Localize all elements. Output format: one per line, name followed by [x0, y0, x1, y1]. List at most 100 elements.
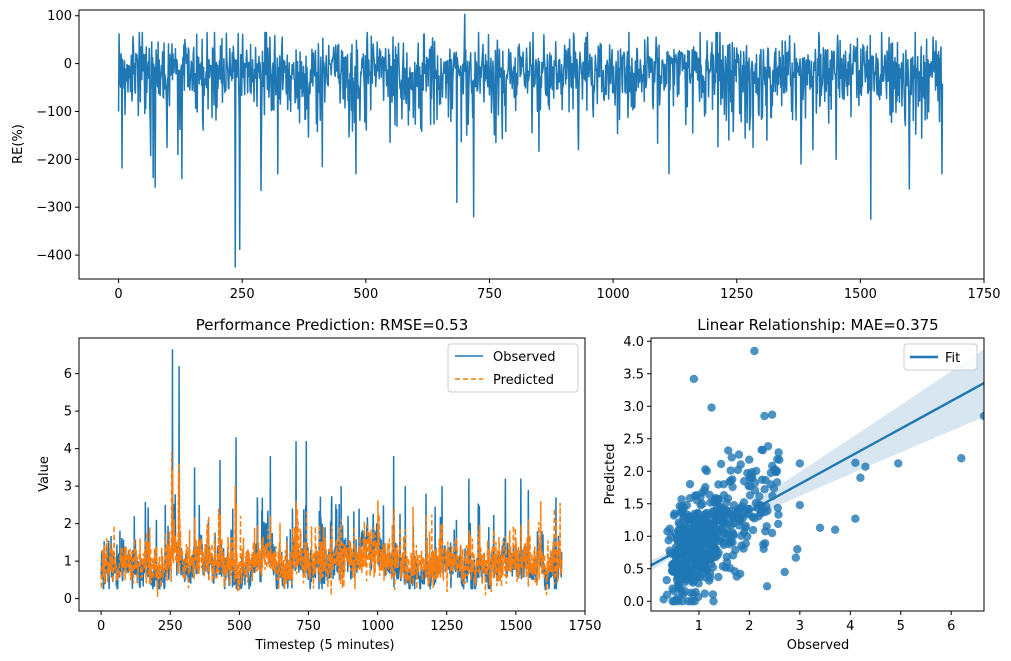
scatter-point — [689, 528, 698, 538]
scatter-point — [894, 459, 903, 468]
scatter-point — [700, 560, 709, 569]
scatter-point — [795, 459, 805, 468]
scatter-point — [681, 575, 690, 584]
top-y-tick-label: −100 — [36, 105, 72, 120]
series-line-predicted — [100, 452, 563, 597]
scatter-point — [774, 510, 783, 519]
prediction-x-tick-label: 1750 — [568, 619, 601, 634]
prediction-y-tick-label: 3 — [64, 480, 72, 495]
scatter-y-tick-label: 3.5 — [623, 367, 644, 382]
scatter-point — [676, 508, 685, 517]
prediction-x-tick-label: 1500 — [499, 619, 532, 634]
scatter-point — [711, 496, 720, 505]
top-x-tick-label: 1750 — [967, 287, 1000, 302]
scatter-point — [760, 507, 770, 517]
scatter-point — [714, 572, 723, 582]
scatter-point — [737, 502, 746, 511]
ticks-top: 0 250 500 750 1000 1250 1500 17501000−100−200−3… — [36, 9, 1000, 302]
scatter-x-tick-label: 1 — [695, 619, 703, 634]
legend-predicted-label: Predicted — [493, 373, 554, 388]
axes-frame-prediction — [78, 337, 586, 612]
scatter-point — [723, 494, 733, 503]
scatter-point — [861, 462, 870, 471]
scatter-y-tick-label: 0.0 — [623, 595, 644, 610]
scatter-point — [851, 458, 860, 467]
scatter-point — [717, 504, 727, 513]
scatter-point — [724, 446, 733, 455]
prediction-y-tick-label: 0 — [64, 592, 72, 607]
prediction-y-tick-label: 2 — [64, 517, 72, 532]
scatter-point — [672, 595, 681, 605]
scatter-point — [760, 485, 769, 494]
fit-line — [651, 382, 984, 567]
x-axis-label-scatter: Observed — [787, 638, 850, 653]
top-y-tick-label: −200 — [36, 153, 72, 168]
scatter-point — [662, 575, 671, 585]
top-x-tick-label: 1250 — [720, 287, 753, 302]
scatter-point — [728, 551, 738, 560]
scatter-point — [675, 502, 684, 511]
regression-line — [651, 382, 984, 567]
scatter-x-tick-label: 6 — [947, 619, 955, 634]
scatter-point — [708, 507, 717, 516]
scatter-point — [682, 500, 692, 510]
scatter-point — [709, 597, 718, 606]
scatter-point — [678, 564, 688, 573]
scatter-point — [663, 527, 672, 536]
scatter-point — [689, 374, 699, 384]
scatter-point — [780, 567, 789, 577]
scatter-point — [714, 480, 723, 489]
scatter-point — [775, 455, 784, 464]
scatter-point — [724, 540, 734, 549]
scatter-point — [741, 523, 750, 533]
scatter-point — [701, 465, 710, 474]
scatter-point — [851, 514, 860, 523]
prediction-y-tick-label: 1 — [64, 555, 72, 570]
scatter-point — [733, 465, 743, 475]
scatter-y-tick-label: 1.0 — [623, 530, 644, 545]
scatter-point — [679, 555, 688, 564]
scatter-point — [763, 442, 773, 451]
legend-box-scatter — [903, 343, 978, 371]
prediction-y-tick-label: 4 — [64, 442, 72, 457]
legend-scatter: Fit — [903, 343, 978, 371]
legend-observed-label: Observed — [493, 350, 556, 365]
x-axis-label-prediction: Timestep (5 minutes) — [254, 638, 394, 653]
scatter-x-tick-label: 3 — [796, 619, 804, 634]
scatter-point — [707, 403, 716, 412]
series-line-relative-error — [117, 13, 944, 268]
scatter-point — [750, 514, 759, 523]
legend-fit-label: Fit — [945, 351, 960, 366]
scatter-point — [727, 453, 736, 462]
scatter-point — [979, 411, 984, 421]
scatter-point — [664, 536, 673, 545]
scatter-point — [744, 481, 753, 491]
scatter-point — [685, 493, 695, 503]
relative-error-plot: 0 250 500 750 1000 1250 1500 17501000−100−200−3… — [11, 9, 1001, 302]
scatter-point — [708, 590, 718, 599]
y-axis-label-prediction: Value — [37, 456, 52, 492]
scatter-point — [772, 478, 782, 487]
prediction-x-tick-label: 500 — [227, 619, 252, 634]
scatter-point — [683, 546, 692, 555]
scatter-point — [734, 450, 744, 459]
performance-prediction-plot: 0 250 500 750 1000 1250 1500 1750 0 1 2 3 4 5 6 Perfor… — [37, 316, 602, 653]
scatter-point — [700, 589, 709, 598]
scatter-point — [729, 531, 738, 540]
prediction-x-tick-label: 1250 — [430, 619, 463, 634]
scatter-point — [677, 495, 686, 504]
scatter-point — [795, 500, 805, 510]
scatter-point — [755, 492, 764, 501]
prediction-y-tick-label: 5 — [64, 405, 72, 420]
scatter-point — [760, 539, 770, 548]
scatter-point — [726, 466, 735, 475]
scatter-point — [770, 465, 779, 474]
scatter-point — [690, 597, 699, 606]
prediction-x-tick-label: 250 — [158, 619, 183, 634]
scatter-point — [708, 563, 718, 572]
scatter-point — [774, 519, 783, 529]
scatter-point — [750, 486, 760, 495]
top-x-tick-label: 1500 — [844, 287, 877, 302]
scatter-point — [668, 584, 677, 593]
y-axis-label-scatter: Predicted — [603, 443, 618, 504]
